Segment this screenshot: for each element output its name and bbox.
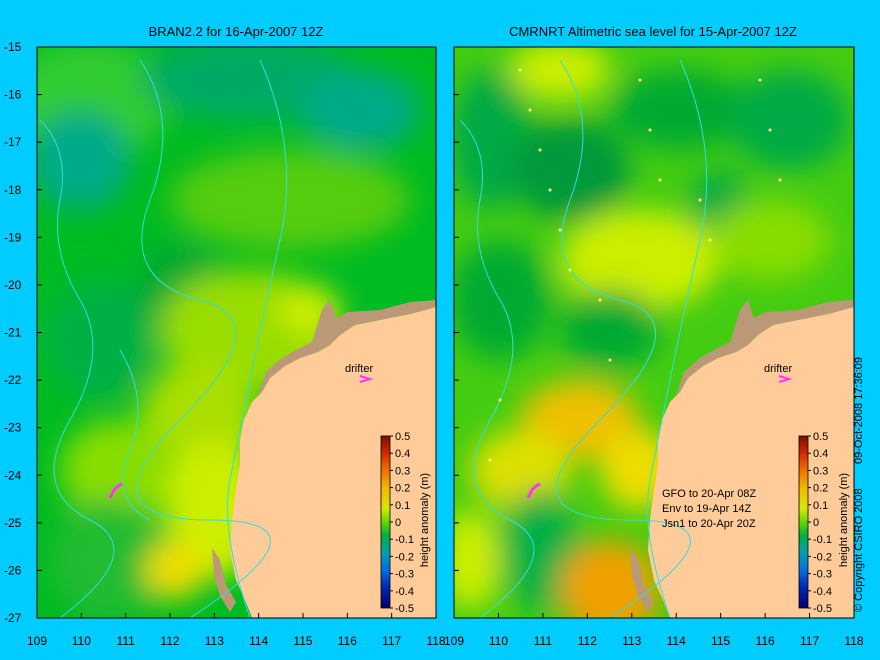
colorbar-right-scale: [798, 435, 809, 609]
colorbar-tick-label: -0.3: [813, 569, 832, 581]
colorbar-tick-label: 0.3: [395, 465, 410, 477]
colorbar-tick-label: 0.1: [395, 500, 410, 512]
colorbar-tick-label: 0.3: [813, 465, 828, 477]
x-tick-label: 109: [27, 634, 47, 648]
colorbar-tick-label: -0.1: [395, 534, 414, 546]
coast-shadow-south: [212, 548, 236, 612]
colorbar-right: 0.5 0.4 0.3 0.2 0.1 0 -0.1 -0.2 -0.3 -0.4 -0.5 hei…: [798, 431, 850, 615]
colorbar-tick-label: 0.2: [395, 483, 410, 495]
colorbar-right-ticks: 0.5 0.4 0.3 0.2 0.1 0 -0.1 -0.2 -0.3 -0.4 -0.5: [808, 431, 832, 615]
colorbar-left-scale: [380, 435, 391, 609]
colorbar-tick-label: -0.5: [813, 603, 832, 615]
x-tick-label: 113: [205, 634, 224, 648]
panel-left-title: BRAN2.2 for 16-Apr-2007 12Z: [149, 24, 324, 39]
copyright-text: © Copyright CSIRO 2008: [853, 488, 865, 612]
x-tick-label: 110: [72, 634, 91, 648]
x-tick-label: 117: [800, 634, 819, 648]
colorbar-tick-label: -0.2: [395, 551, 414, 563]
coast-shadow: [676, 300, 854, 396]
x-axis-ticks-left: 109 110 111 112 113 114 115 116 117 118: [27, 613, 446, 648]
y-tick-label: -21: [4, 326, 22, 340]
panel-right-map: drifter GFO to 20-Apr 08Z Env to 19-Apr …: [454, 47, 854, 618]
y-tick-label: -15: [4, 40, 22, 54]
x-tick-label: 113: [622, 634, 641, 648]
panel-right: CMRNRT Altimetric sea level for 15-Apr-2…: [453, 24, 855, 619]
panel-left: BRAN2.2 for 16-Apr-2007 12Z: [36, 24, 437, 619]
y-tick-label: -18: [4, 183, 22, 197]
colorbar-tick-label: -0.4: [813, 586, 832, 598]
x-tick-label: 111: [534, 634, 553, 648]
bathymetry-contours: [459, 59, 708, 618]
y-tick-label: -20: [4, 278, 22, 292]
colorbar-tick-label: 0.5: [813, 431, 828, 443]
panel-right-title: CMRNRT Altimetric sea level for 15-Apr-2…: [509, 24, 797, 39]
x-tick-label: 109: [444, 634, 464, 648]
x-tick-label: 112: [160, 634, 179, 648]
x-tick-label: 118: [426, 634, 445, 648]
x-axis-ticks-right: 109 110 111 112 113 114 115 116 117 118: [444, 613, 864, 648]
colorbar-left: 0.5 0.4 0.3 0.2 0.1 0 -0.1 -0.2 -0.3 -0.4 -0.5 hei…: [380, 431, 431, 615]
note-env: Env to 19-Apr 14Z: [662, 503, 752, 515]
x-tick-label: 110: [489, 634, 508, 648]
drifter-track: [108, 482, 123, 499]
colorbar-tick-label: 0.5: [395, 431, 410, 443]
colorbar-tick-label: 0: [813, 517, 819, 529]
y-tick-label: -22: [4, 373, 22, 387]
colorbar-tick-label: 0.4: [813, 448, 828, 460]
coast-shadow: [258, 300, 436, 396]
coast-shadow-south: [630, 548, 654, 612]
drifter-marker: [778, 375, 793, 383]
x-tick-label: 116: [756, 634, 775, 648]
colorbar-tick-label: -0.2: [813, 551, 832, 563]
drifter-marker: [359, 375, 374, 383]
x-tick-label: 118: [844, 634, 863, 648]
x-tick-label: 115: [293, 634, 312, 648]
x-tick-label: 114: [249, 634, 268, 648]
panel-left-map: drifter: [37, 47, 436, 618]
x-tick-label: 112: [578, 634, 597, 648]
anomaly-field: [454, 47, 850, 618]
y-tick-label: -19: [4, 230, 22, 244]
colorbar-right-label: height anomaly (m): [838, 473, 850, 567]
drifter-label: drifter: [764, 363, 792, 375]
note-jsn1: Jsn1 to 20-Apr 20Z: [662, 518, 756, 530]
y-tick-label: -25: [4, 516, 22, 530]
timestamp-text: 09-Oct-2008 17:36:09: [853, 357, 865, 464]
y-tick-label: -17: [4, 135, 22, 149]
y-tick-label: -24: [4, 468, 22, 482]
colorbar-tick-label: -0.3: [395, 569, 414, 581]
x-tick-label: 115: [711, 634, 730, 648]
colorbar-tick-label: 0: [395, 517, 401, 529]
y-tick-label: -26: [4, 563, 22, 577]
y-tick-label: -16: [4, 88, 22, 102]
colorbar-tick-label: -0.1: [813, 534, 832, 546]
y-axis-ticks: -15 -16 -17 -18 -19 -20 -21 -22 -23 -24 -25 -26 -27: [4, 40, 459, 625]
y-tick-label: -27: [4, 611, 22, 625]
colorbar-left-ticks: 0.5 0.4 0.3 0.2 0.1 0 -0.1 -0.2 -0.3 -0.4 -0.5: [390, 431, 414, 615]
drifter-label: drifter: [345, 363, 373, 375]
drifter-track: [526, 482, 541, 499]
colorbar-tick-label: 0.4: [395, 448, 410, 460]
note-gfo: GFO to 20-Apr 08Z: [662, 488, 756, 500]
colorbar-tick-label: -0.4: [395, 586, 414, 598]
x-tick-label: 116: [338, 634, 357, 648]
bathymetry-contours: [39, 59, 288, 618]
altimeter-tracks: [488, 68, 782, 462]
colorbar-tick-label: 0.2: [813, 483, 828, 495]
x-tick-label: 114: [667, 634, 686, 648]
colorbar-tick-label: 0.1: [813, 500, 828, 512]
y-tick-label: -23: [4, 421, 22, 435]
x-tick-label: 111: [117, 634, 136, 648]
x-tick-label: 117: [382, 634, 401, 648]
colorbar-left-label: height anomaly (m): [419, 473, 431, 567]
colorbar-tick-label: -0.5: [395, 603, 414, 615]
mission-notes: GFO to 20-Apr 08Z Env to 19-Apr 14Z Jsn1…: [662, 488, 756, 530]
